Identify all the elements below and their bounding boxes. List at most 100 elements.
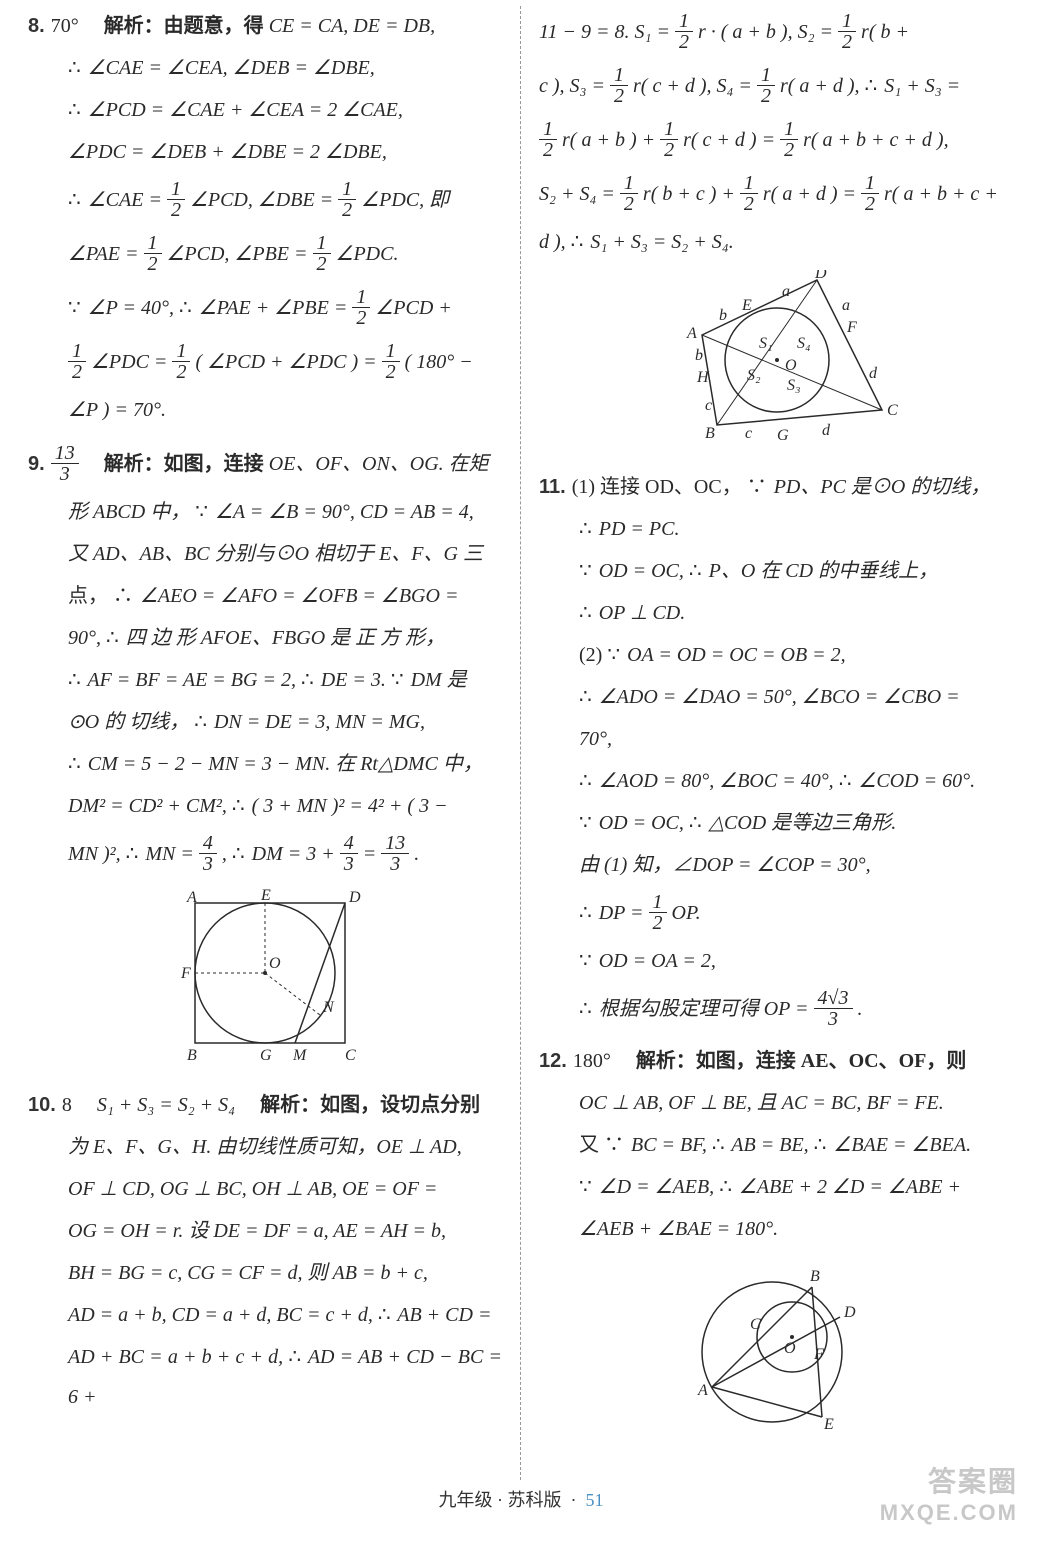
q11-l1b: PD、PC 是⊙O 的切线，: [769, 476, 991, 498]
q12-figure: A B C D E F O: [539, 1257, 1014, 1446]
q12-l3a: 又: [579, 1134, 604, 1156]
svg-text:A: A: [697, 1382, 708, 1399]
q10c-l3c: r( a + b + c + d ),: [803, 129, 948, 151]
q9-l6b: DE = 3.: [316, 669, 391, 691]
label-N: N: [322, 999, 335, 1016]
q12-l3d: ∠BAE = ∠BEA.: [828, 1134, 971, 1156]
q8-answer: 70°: [51, 15, 79, 37]
q10c-l1c: r( b +: [861, 21, 909, 43]
q11-l12: OD = OA = 2,: [594, 950, 716, 972]
svg-text:c: c: [745, 425, 752, 442]
q8-l8b: ( ∠PCD + ∠PDC ) =: [195, 351, 376, 373]
svg-text:C: C: [750, 1316, 761, 1333]
q11-l3a: OD = OC,: [594, 560, 689, 582]
label-F: F: [180, 965, 191, 982]
svg-text:B: B: [705, 425, 715, 442]
q8-l2: ∠CAE = ∠CEA, ∠DEB = ∠DBE,: [88, 57, 375, 79]
q12-l2: OC ⊥ AB, OF ⊥ BE, 且 AC = BC, BF = FE.: [579, 1092, 944, 1114]
label-E: E: [260, 888, 271, 904]
svg-text:G: G: [777, 427, 789, 444]
label-A: A: [186, 889, 197, 906]
svg-text:O: O: [785, 357, 797, 374]
label-O: O: [269, 955, 281, 972]
q9-l9a: DM² = CD² + CM²,: [68, 795, 232, 817]
q10-ans2: S₁ + S₃ = S₂ + S₄: [97, 1094, 235, 1116]
q11-l5b: OA = OD = OC = OB = 2,: [622, 644, 846, 666]
q10c-l2d: S₁ + S₃ =: [879, 75, 960, 97]
svg-text:B: B: [810, 1268, 820, 1285]
q10c-l5: d ),: [539, 231, 571, 253]
svg-text:b: b: [719, 307, 727, 324]
q8-l3: ∠PCD = ∠CAE + ∠CEA = 2 ∠CAE,: [88, 99, 403, 121]
q9-l4a: 点，: [68, 585, 108, 607]
q11: 11. (1) 连接 OD、OC， PD、PC 是⊙O 的切线，: [539, 467, 1014, 507]
q12-l4b: ∠ABE + 2 ∠D = ∠ABE +: [734, 1176, 961, 1198]
q8-l5c: ∠PDC, 即: [361, 189, 449, 211]
q10-number: 10.: [28, 1085, 56, 1125]
page: 8. 70° 解析：由题意，得 CE = CA, DE = DB, ∠CAE =…: [0, 0, 1042, 1480]
q8-l5b: ∠PCD, ∠DBE =: [190, 189, 333, 211]
q10c-l1a: 11 − 9 = 8. S₁ =: [539, 21, 670, 43]
q9-l6c: DM 是: [406, 669, 467, 691]
q8-l9: ∠P ) = 70°.: [68, 399, 166, 421]
q12-l5: ∠AEB + ∠BAE = 180°.: [579, 1218, 778, 1240]
q8-l6c: ∠PDC.: [336, 243, 399, 265]
svg-text:D: D: [814, 270, 827, 282]
q11-l8a: ∠AOD = 80°, ∠BOC = 40°,: [594, 770, 839, 792]
q9-l10c: ,: [222, 843, 232, 865]
q9-l8: CM = 5 − 2 − MN = 3 − MN. 在 Rt△DMC 中，: [83, 753, 483, 775]
q8-l4: ∠PDC = ∠DEB + ∠DBE = 2 ∠DBE,: [68, 141, 387, 163]
q10-l2: 为 E、F、G、H. 由切线性质可知，OE ⊥ AD,: [68, 1136, 462, 1158]
q9-l9b: ( 3 + MN )² = 4² + ( 3 −: [247, 795, 448, 817]
q10c-l4a: S₂ + S₄ =: [539, 183, 615, 205]
q9-l10f: .: [414, 843, 419, 865]
svg-text:O: O: [784, 1340, 796, 1357]
q8-l1: CE = CA, DE = DB,: [269, 15, 435, 37]
q10-ans1: 8: [62, 1094, 72, 1116]
q8-l8a: ∠PDC =: [91, 351, 167, 373]
q11-l1: (1) 连接 OD、OC，: [572, 476, 742, 498]
q9-l5a: 90°,: [68, 627, 106, 649]
q10c-l6: S₁ + S₃ = S₂ + S₄.: [585, 231, 733, 253]
q11-l6: ∠ADO = ∠DAO = 50°, ∠BCO = ∠CBO =: [594, 686, 960, 708]
q11-l10: 由 (1) 知，∠DOP = ∠COP = 30°,: [579, 854, 871, 876]
footer-page: 51: [586, 1490, 604, 1510]
q9-figure: A E D F O N B G M C: [28, 888, 502, 1077]
q11-l7: 70°,: [579, 728, 612, 750]
q9-l7a: ⊙O 的 切线，: [68, 711, 189, 733]
svg-text:S₄: S₄: [797, 335, 811, 352]
q9-l10b: MN =: [140, 843, 194, 865]
label-D: D: [348, 889, 361, 906]
label-B: B: [187, 1047, 197, 1063]
q10c-l2b: r( c + d ), S₄ =: [633, 75, 752, 97]
svg-text:D: D: [843, 1304, 856, 1321]
label-G: G: [260, 1047, 272, 1063]
q9-l2a: 形 ABCD 中，: [68, 501, 190, 523]
q12-l4a: ∠D = ∠AEB,: [594, 1176, 719, 1198]
column-right: 11 − 9 = 8. S₁ = 12 r · ( a + b ), S₂ = …: [521, 6, 1014, 1480]
q12-l3c: AB = BE,: [727, 1134, 814, 1156]
q10c-l4b: r( b + c ) +: [643, 183, 735, 205]
svg-text:a: a: [782, 283, 790, 300]
q10-l4: OG = OH = r. 设 DE = DF = a, AE = AH = b,: [68, 1220, 446, 1242]
footer-grade: 九年级 · 苏科版: [439, 1490, 562, 1510]
q9-l2b: ∠A = ∠B = 90°, CD = AB = 4,: [215, 501, 474, 523]
q10-l5: BH = BG = c, CG = CF = d, 则 AB = b + c,: [68, 1262, 428, 1284]
label-M: M: [292, 1047, 308, 1063]
q12-ans: 180°: [573, 1050, 611, 1072]
q12-number: 12.: [539, 1041, 567, 1081]
q11-l9b: △COD 是等边三角形.: [704, 812, 897, 834]
q9-expl-label: 解析：如图，连接: [104, 453, 269, 475]
q11-number: 11.: [539, 467, 566, 507]
q8-l6a: ∠PAE =: [68, 243, 139, 265]
q11-l4: OP ⊥ CD.: [594, 602, 686, 624]
q10c-l4d: r( a + b + c +: [884, 183, 998, 205]
q8-l7c: ∠PCD +: [375, 297, 451, 319]
watermark-bottom: MXQE.COM: [880, 1500, 1018, 1526]
q11-l11a: DP =: [594, 902, 644, 924]
q10-l6a: AD = a + b, CD = a + d, BC = c + d,: [68, 1304, 378, 1326]
q10c-l4c: r( a + d ) =: [763, 183, 856, 205]
svg-text:F: F: [846, 319, 857, 336]
svg-text:E: E: [823, 1416, 834, 1432]
therefore-icon: [68, 57, 83, 79]
